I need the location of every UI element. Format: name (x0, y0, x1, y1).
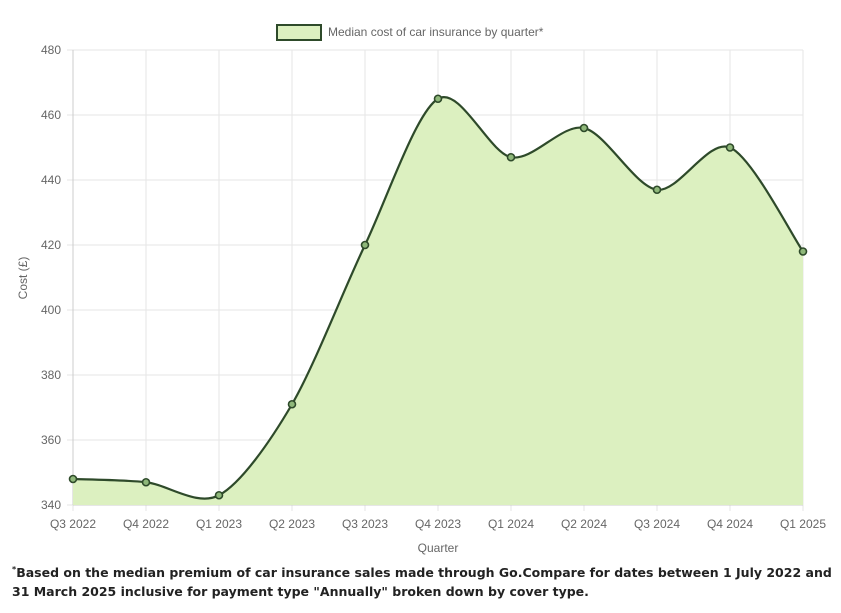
y-tick-label: 380 (41, 368, 61, 382)
y-tick-label: 480 (41, 43, 61, 57)
legend-label[interactable]: Median cost of car insurance by quarter* (328, 25, 544, 39)
x-tick-label: Q2 2023 (269, 517, 315, 531)
legend-swatch[interactable] (276, 24, 322, 41)
footnote-marker: * (12, 564, 17, 574)
area-layer (72, 95, 804, 505)
x-tick-label: Q2 2024 (561, 517, 607, 531)
footnote: *Based on the median premium of car insu… (12, 563, 832, 601)
x-tick-label: Q3 2022 (50, 517, 96, 531)
y-axis-ticks: 340 360 380 400 420 440 460 480 (41, 43, 61, 512)
x-tick-label: Q3 2023 (342, 517, 388, 531)
y-axis-title: Cost (£) (16, 257, 30, 300)
data-point[interactable] (725, 143, 735, 152)
data-point[interactable] (141, 477, 151, 487)
data-points (68, 94, 808, 500)
series-area (73, 97, 803, 505)
legend[interactable]: Median cost of car insurance by quarter* (276, 24, 544, 41)
x-tick-label: Q1 2025 (780, 517, 826, 531)
data-point[interactable] (214, 490, 224, 500)
y-tick-label: 420 (41, 238, 61, 252)
x-tick-label: Q1 2024 (488, 517, 534, 531)
y-tick-label: 400 (41, 303, 61, 317)
data-point[interactable] (68, 474, 78, 484)
x-tick-label: Q4 2022 (123, 517, 169, 531)
data-point[interactable] (433, 94, 443, 104)
x-axis-ticks: Q3 2022 Q4 2022 Q1 2023 Q2 2023 Q3 2023 Q4 20… (50, 517, 826, 531)
y-tick-label: 340 (41, 498, 61, 512)
x-tick-label: Q1 2023 (196, 517, 242, 531)
x-tick-label: Q4 2024 (707, 517, 753, 531)
y-tick-label: 440 (41, 173, 61, 187)
y-tick-label: 360 (41, 433, 61, 447)
data-point[interactable] (579, 123, 589, 133)
data-point[interactable] (798, 247, 808, 256)
data-point[interactable] (287, 399, 297, 409)
x-axis-title: Quarter (418, 541, 459, 555)
x-tick-label: Q4 2023 (415, 517, 461, 531)
data-point[interactable] (360, 240, 370, 250)
data-point[interactable] (652, 185, 662, 195)
x-tick-label: Q3 2024 (634, 517, 680, 531)
y-tick-label: 460 (41, 108, 61, 122)
data-point[interactable] (506, 152, 516, 162)
footnote-text: Based on the median premium of car insur… (12, 565, 832, 599)
